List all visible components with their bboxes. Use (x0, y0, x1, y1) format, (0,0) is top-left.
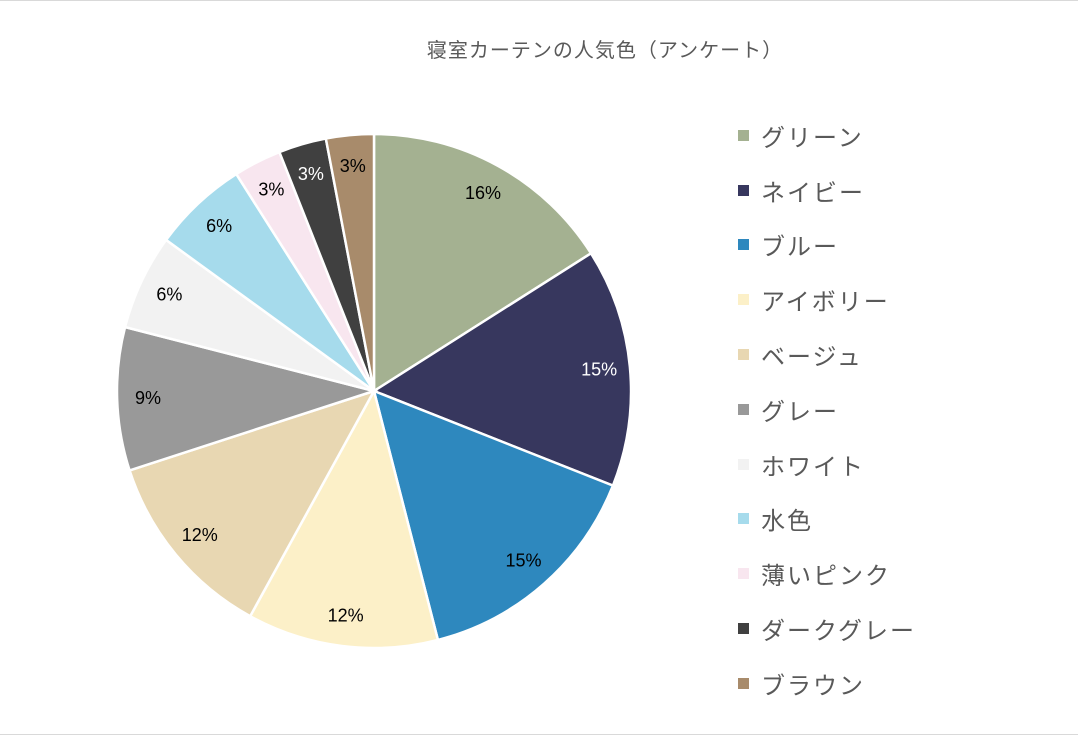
legend-label: ブラウン (761, 671, 865, 700)
legend-swatch (738, 623, 749, 635)
legend-swatch (738, 129, 749, 141)
data-label: 15% (581, 360, 617, 380)
legend-label: グリーン (761, 123, 864, 152)
legend-item: ベージュ (738, 327, 916, 382)
data-label: 12% (182, 525, 218, 545)
pie-slice-4 (248, 387, 440, 650)
legend-item: グレー (738, 382, 916, 437)
data-label: 16% (465, 183, 501, 203)
data-label: 12% (328, 605, 364, 625)
legend-item: 薄いピンク (738, 546, 916, 601)
legend: グリーンネイビーブルーアイボリーベージュグレーホワイト水色薄いピンクダークグレー… (738, 108, 916, 711)
legend-label: アイボリー (761, 288, 890, 317)
pie-slice-6 (115, 325, 379, 472)
data-label: 3% (340, 156, 366, 176)
data-label: 6% (206, 216, 232, 236)
legend-label: ベージュ (761, 343, 863, 372)
pie-slice-11 (324, 132, 376, 392)
data-label: 3% (258, 179, 284, 199)
legend-item: ブラウン (738, 656, 916, 711)
pie-slice-1 (372, 132, 593, 394)
pie-slice-5 (128, 388, 377, 618)
legend-swatch (738, 677, 749, 689)
legend-swatch (738, 184, 749, 196)
legend-item: ホワイト (738, 437, 916, 492)
chart-title: 寝室カーテンの人気色（アンケート） (426, 38, 784, 62)
legend-label: 水色 (761, 507, 813, 536)
legend-item: ブルー (738, 218, 916, 273)
legend-label: ホワイト (761, 452, 865, 481)
legend-swatch (738, 239, 749, 251)
legend-swatch (738, 294, 749, 306)
pie-slice-2 (371, 251, 633, 488)
legend-swatch (738, 349, 749, 361)
data-label: 9% (135, 388, 161, 408)
legend-label: ブルー (761, 233, 839, 262)
legend-label: ネイビー (761, 178, 865, 207)
legend-swatch (738, 568, 749, 580)
legend-item: ダークグレー (738, 601, 916, 656)
data-label: 15% (506, 551, 542, 571)
legend-item: ネイビー (738, 163, 916, 218)
legend-item: アイボリー (738, 272, 916, 327)
data-label: 3% (298, 164, 324, 184)
pie-slice-3 (372, 388, 615, 642)
legend-swatch (738, 403, 749, 415)
legend-item: グリーン (738, 108, 916, 163)
legend-item: 水色 (738, 492, 916, 547)
legend-swatch (738, 513, 749, 525)
legend-swatch (738, 458, 749, 470)
legend-label: ダークグレー (761, 617, 917, 646)
data-label: 6% (156, 285, 182, 305)
legend-label: グレー (761, 397, 839, 426)
legend-label: 薄いピンク (761, 562, 891, 591)
